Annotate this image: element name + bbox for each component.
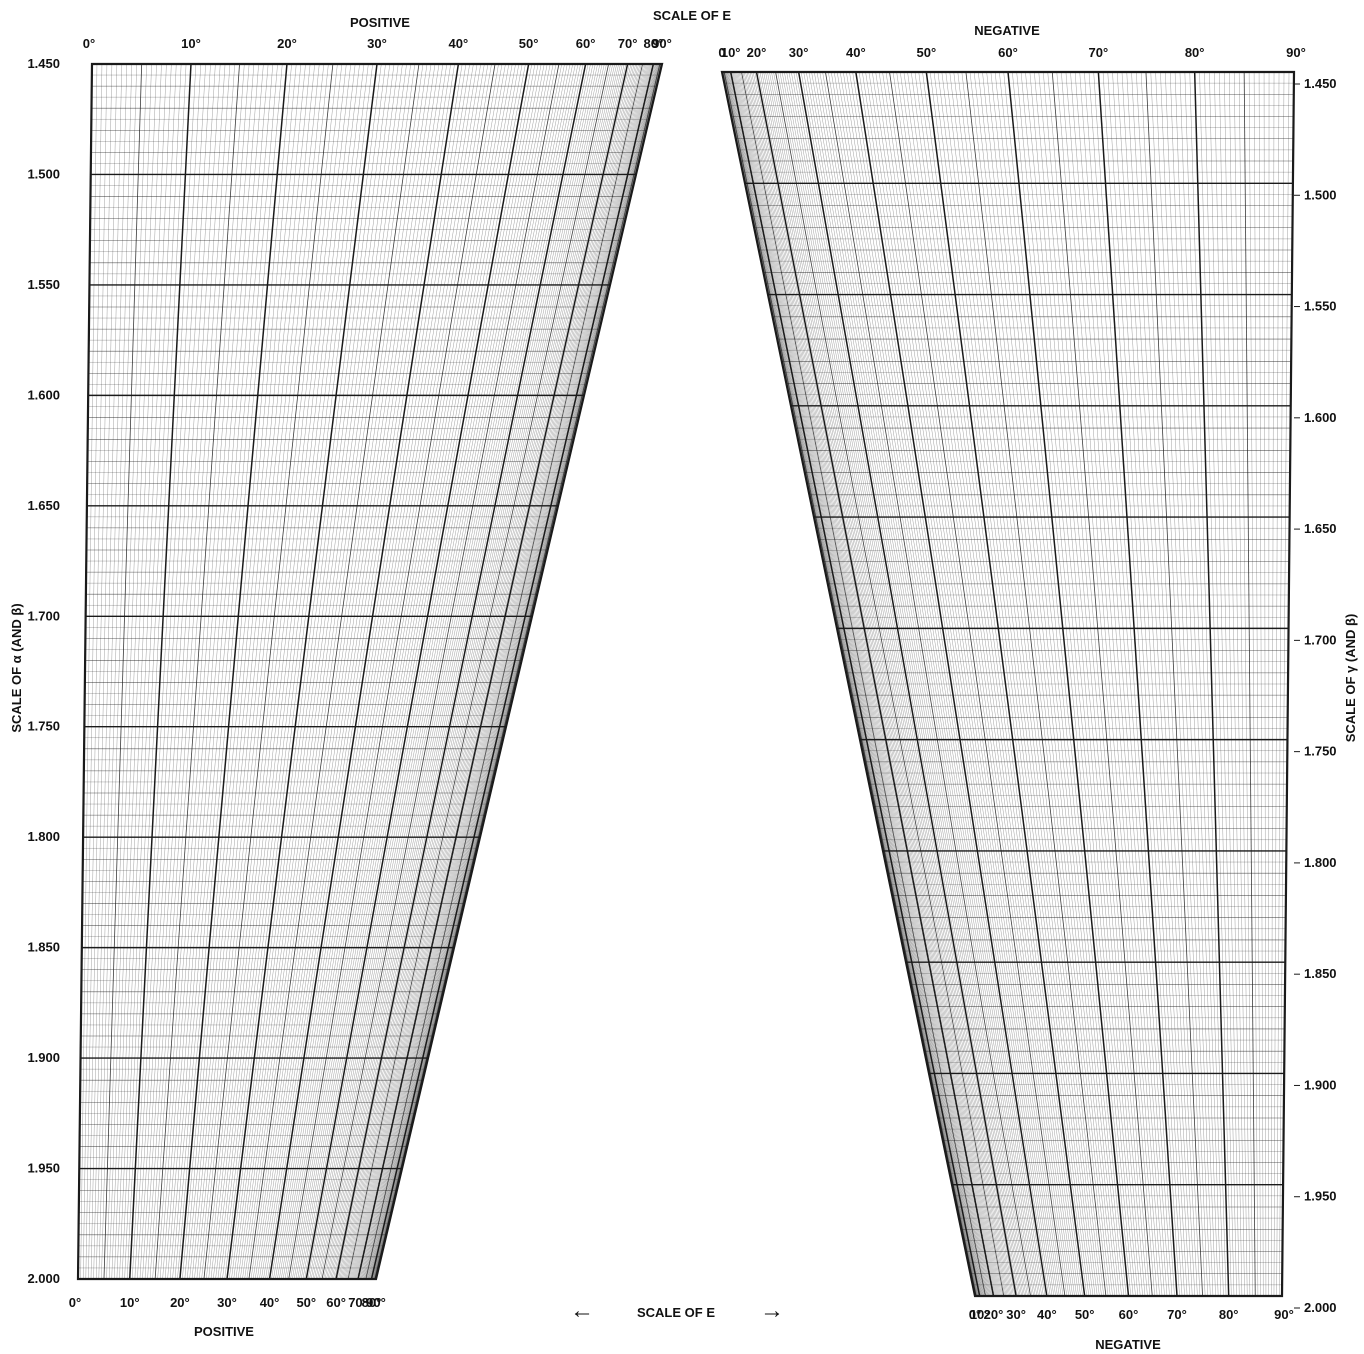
left-bottom-angle-label: 70° — [348, 1295, 368, 1310]
right-top-angle-label: 10° — [721, 45, 741, 60]
bottom-scale-label: SCALE OF E — [637, 1305, 715, 1320]
left-y-tick-label: 2.000 — [27, 1271, 60, 1286]
right-axis-title: SCALE OF γ (AND β) — [1343, 614, 1358, 743]
right-bottom-angle-label: 70° — [1167, 1307, 1187, 1322]
left-arrow-icon: ← — [570, 1297, 594, 1324]
right-negative-grid — [720, 70, 1296, 1298]
right-bottom-angle-label: 30° — [1006, 1307, 1026, 1322]
left-bottom-angle-label: 30° — [217, 1295, 237, 1310]
left-top-angle-label: 0° — [83, 36, 95, 51]
right-top-angle-label: 20° — [747, 45, 767, 60]
bottom-left-positive-label: POSITIVE — [194, 1324, 254, 1339]
right-bottom-angle-label: 20° — [984, 1307, 1004, 1322]
right-bottom-angle-label: 10° — [970, 1307, 990, 1322]
left-bottom-angle-label: 0° — [69, 1295, 81, 1310]
right-y-tick-label: 1.900 — [1304, 1077, 1337, 1092]
right-bottom-angle-label: 80° — [1219, 1307, 1239, 1322]
right-top-angle-label: 90° — [1286, 45, 1306, 60]
left-top-angle-label: 40° — [449, 36, 469, 51]
right-y-tick-label: 1.600 — [1304, 410, 1337, 425]
left-top-angle-label: 30° — [367, 36, 387, 51]
right-y-tick-label: 1.850 — [1304, 966, 1337, 981]
left-top-angle-label: 80° — [644, 36, 664, 51]
left-bottom-angle-label: 60° — [326, 1295, 346, 1310]
right-y-tick-label: 1.550 — [1304, 299, 1337, 314]
right-bottom-angle-label: 50° — [1075, 1307, 1095, 1322]
left-y-tick-label: 1.800 — [27, 829, 60, 844]
bottom-right-negative-label: NEGATIVE — [1095, 1337, 1161, 1352]
left-top-angle-label: 50° — [519, 36, 539, 51]
left-y-tick-label: 1.700 — [27, 608, 60, 623]
left-y-tick-label: 1.450 — [27, 56, 60, 71]
top-right-negative-label: NEGATIVE — [974, 23, 1040, 38]
right-y-tick-label: 2.000 — [1304, 1300, 1337, 1315]
right-y-tick-labels: 1.450 1.500 1.550 1.600 1.650 1.700 1.750 1.800… — [1294, 76, 1337, 1315]
left-y-tick-labels: 1.450 1.500 1.550 1.600 1.650 1.700 1.750 1.800… — [27, 56, 60, 1286]
right-y-tick-label: 1.800 — [1304, 855, 1337, 870]
right-y-tick-label: 1.700 — [1304, 632, 1337, 647]
right-y-tick-label: 1.950 — [1304, 1189, 1337, 1204]
left-y-tick-label: 1.900 — [27, 1050, 60, 1065]
right-top-angle-label: 60° — [998, 45, 1018, 60]
angle-tick-labels: 0° 10° 20° 30° 40° 50° 60° 70° 80°90°0° 10° 20° 30°… — [69, 36, 1306, 1322]
left-axis-title: SCALE OF α (AND β) — [9, 603, 24, 732]
left-top-angle-label: 20° — [277, 36, 297, 51]
left-y-tick-label: 1.950 — [27, 1161, 60, 1176]
right-bottom-angle-label: 40° — [1037, 1307, 1057, 1322]
left-top-angle-label: 70° — [618, 36, 638, 51]
right-top-angle-label: 30° — [789, 45, 809, 60]
left-y-tick-label: 1.500 — [27, 166, 60, 181]
right-top-angle-label: 50° — [916, 45, 936, 60]
left-y-tick-label: 1.750 — [27, 719, 60, 734]
left-y-tick-label: 1.650 — [27, 498, 60, 513]
left-y-tick-label: 1.850 — [27, 940, 60, 955]
left-bottom-angle-label: 50° — [296, 1295, 316, 1310]
left-positive-grid — [76, 62, 664, 1281]
right-y-tick-label: 1.450 — [1304, 76, 1337, 91]
right-top-angle-label: 80° — [1185, 45, 1205, 60]
right-bottom-angle-label: 0° — [969, 1307, 981, 1322]
left-grid-border — [76, 62, 664, 1281]
right-grid-border — [720, 70, 1296, 1298]
left-y-tick-label: 1.550 — [27, 277, 60, 292]
left-top-angle-label: 10° — [181, 36, 201, 51]
right-bottom-angle-label: 60° — [1119, 1307, 1139, 1322]
chart-title: SCALE OF E — [653, 8, 731, 23]
left-top-angle-label: 90° — [652, 36, 672, 51]
right-top-angle-label: 0 — [718, 45, 725, 60]
right-top-angle-label: 70° — [1089, 45, 1109, 60]
left-bottom-angle-label: 40° — [260, 1295, 280, 1310]
right-y-tick-label: 1.650 — [1304, 521, 1337, 536]
left-top-angle-label: 60° — [576, 36, 596, 51]
left-bottom-angle-label: 20° — [170, 1295, 190, 1310]
right-y-tick-label: 1.750 — [1304, 744, 1337, 759]
left-y-tick-label: 1.600 — [27, 387, 60, 402]
left-bottom-angle-label: 80° — [362, 1295, 382, 1310]
right-top-angle-label: 40° — [846, 45, 866, 60]
left-bottom-angle-label: 90° — [366, 1295, 386, 1310]
right-y-tick-label: 1.500 — [1304, 187, 1337, 202]
left-bottom-angle-label: 10° — [120, 1295, 140, 1310]
right-arrow-icon: → — [760, 1297, 784, 1324]
top-left-positive-label: POSITIVE — [350, 15, 410, 30]
right-bottom-angle-label: 90° — [1274, 1307, 1294, 1322]
